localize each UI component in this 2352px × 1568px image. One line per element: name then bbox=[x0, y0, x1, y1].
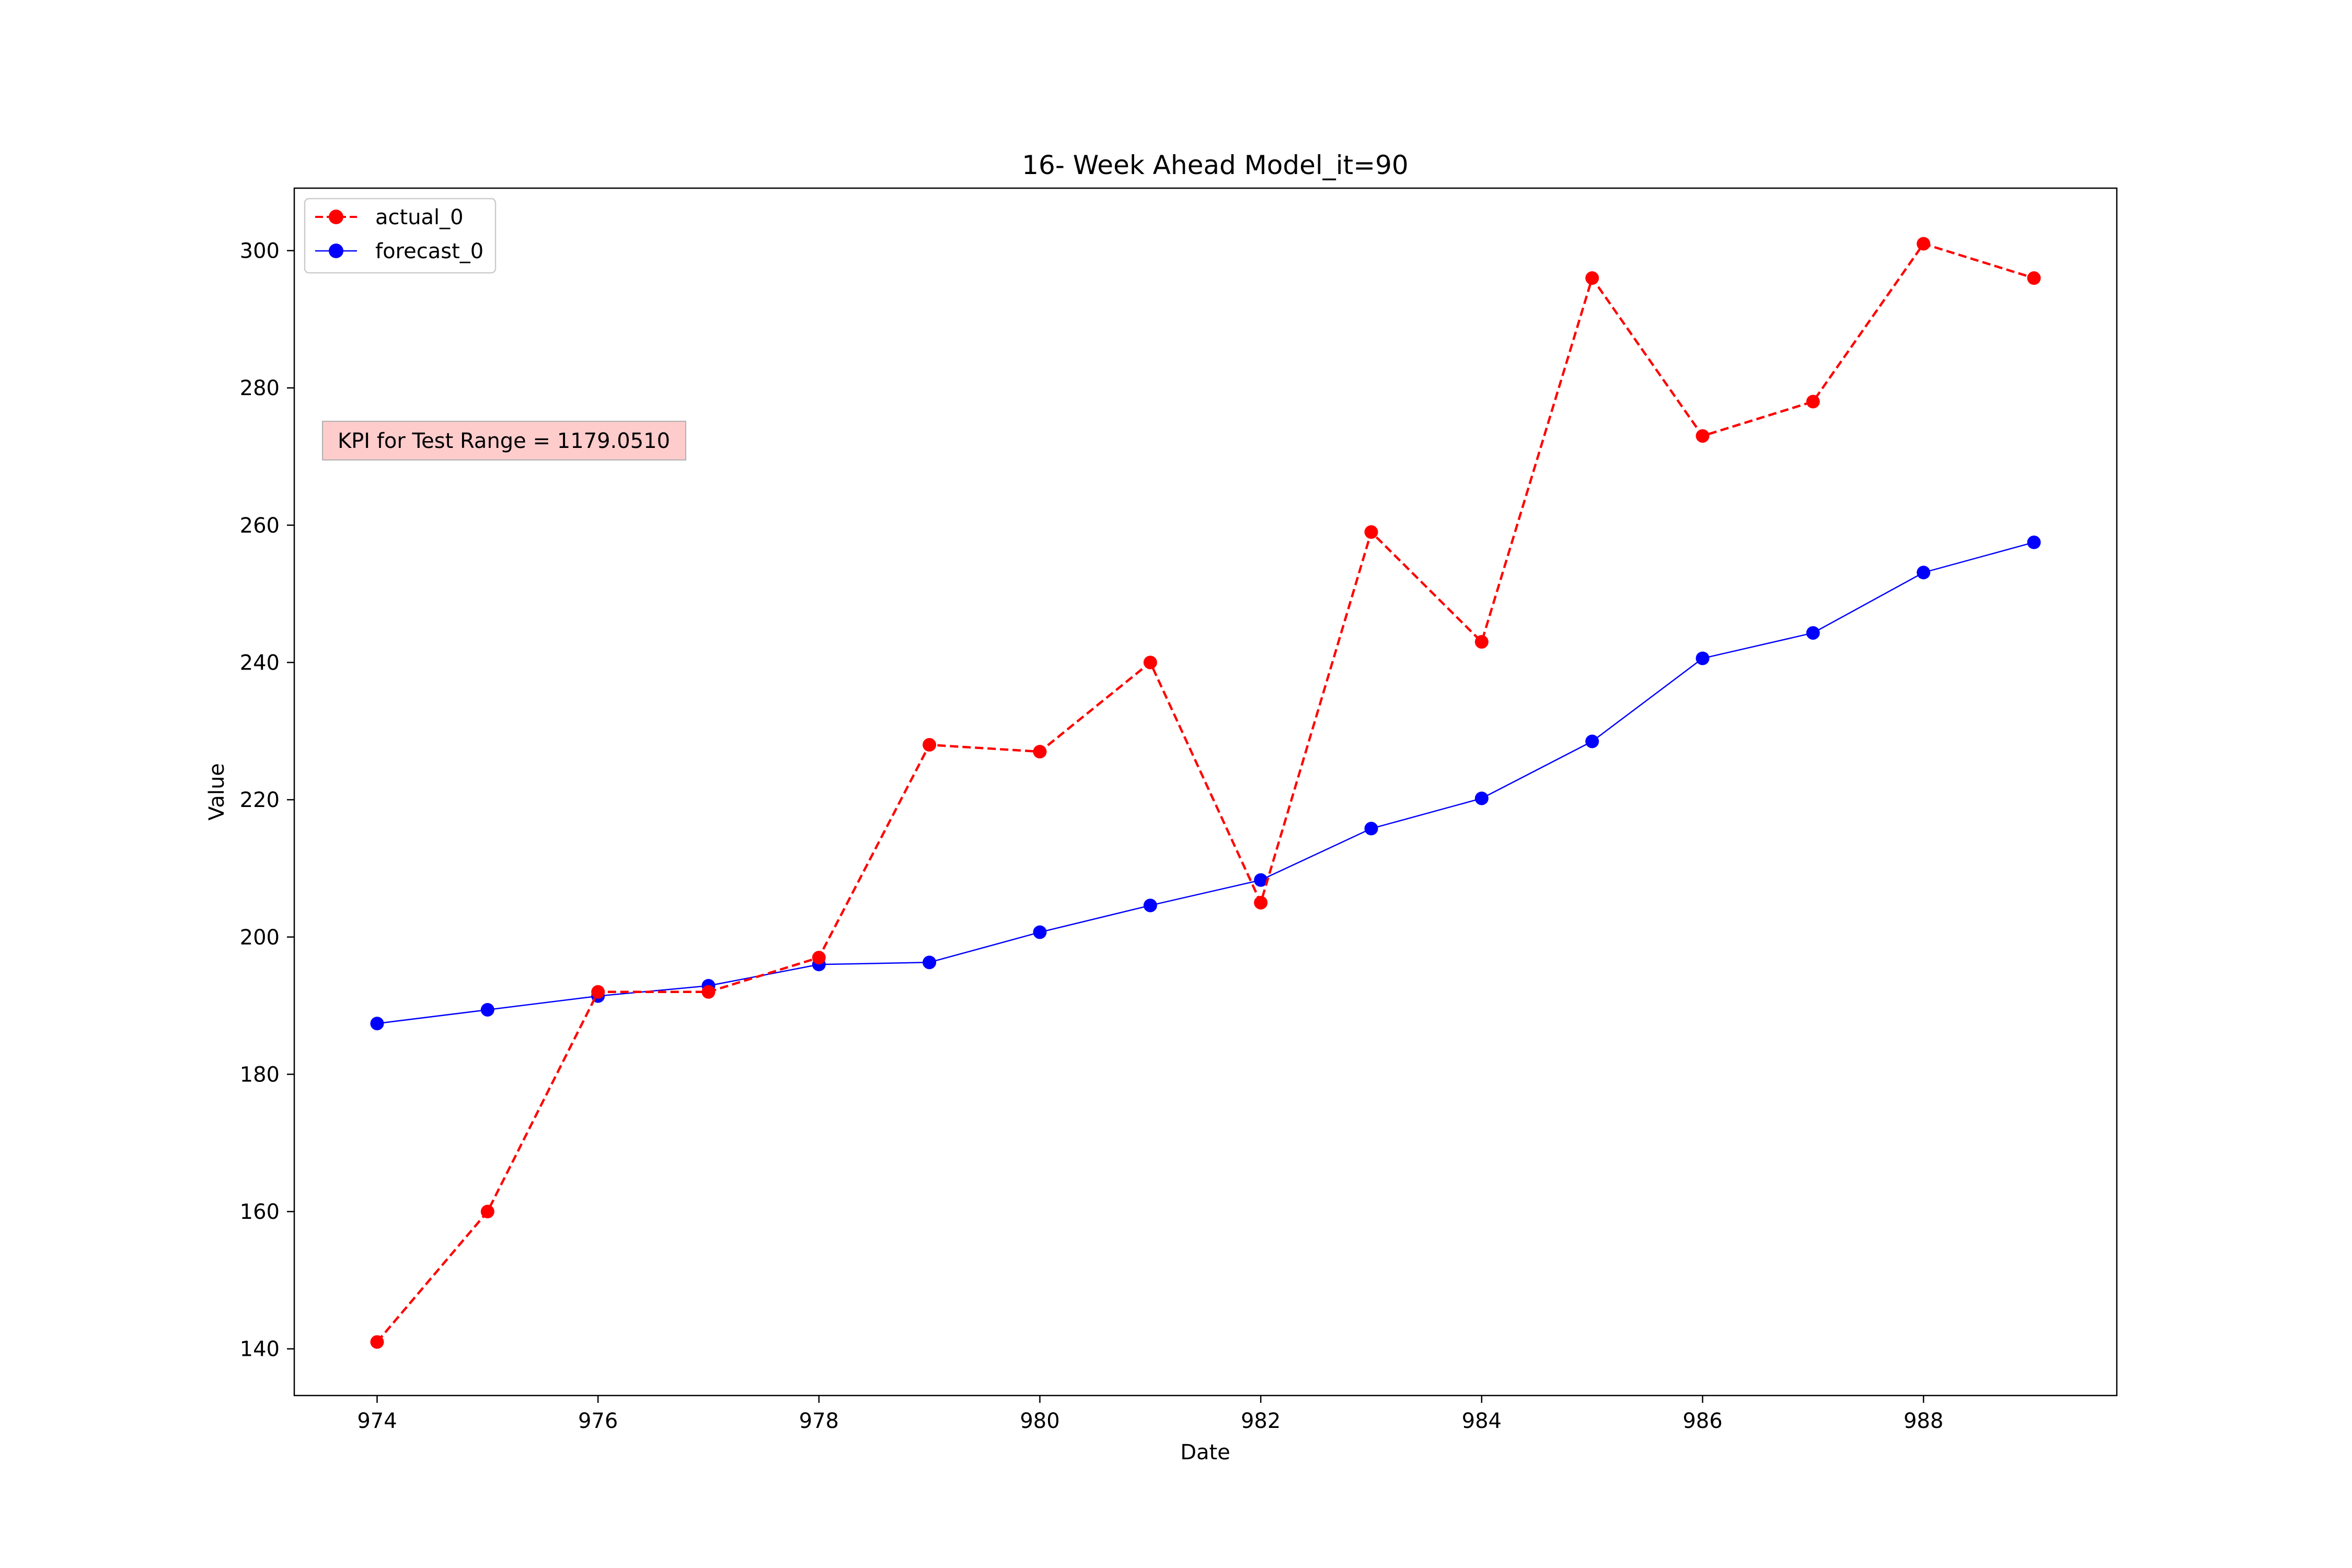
data-point-actual bbox=[701, 985, 716, 999]
kpi-annotation-box bbox=[322, 421, 686, 460]
y-tick-label: 140 bbox=[240, 1338, 280, 1362]
x-tick-label: 982 bbox=[1241, 1409, 1281, 1433]
data-point-actual bbox=[1917, 237, 1931, 251]
data-point-forecast bbox=[1696, 651, 1710, 665]
data-point-forecast bbox=[1474, 791, 1489, 805]
y-tick-label: 280 bbox=[240, 376, 280, 400]
data-point-actual bbox=[1364, 525, 1378, 539]
x-axis: 974 976 978 980 982 984 986 988 bbox=[357, 1396, 1943, 1433]
x-tick-label: 980 bbox=[1020, 1409, 1059, 1433]
data-point-forecast bbox=[370, 1017, 384, 1031]
x-tick-label: 978 bbox=[799, 1409, 839, 1433]
legend-marker-actual bbox=[329, 210, 343, 224]
data-point-forecast bbox=[1585, 734, 1599, 748]
data-point-forecast bbox=[1364, 822, 1378, 836]
data-point-actual bbox=[812, 951, 826, 965]
data-point-actual bbox=[1806, 395, 1820, 409]
y-tick-label: 240 bbox=[240, 651, 280, 675]
chart-title: 16- Week Ahead Model_it=90 bbox=[1022, 150, 1409, 180]
plot-frame bbox=[293, 187, 2118, 1397]
y-tick-label: 180 bbox=[240, 1063, 280, 1087]
data-point-actual bbox=[2027, 271, 2041, 285]
y-axis: 140 160 180 200 220 240 260 280 300 bbox=[240, 239, 294, 1362]
data-point-actual bbox=[1585, 271, 1599, 285]
data-point-actual bbox=[1696, 429, 1710, 443]
x-tick-label: 988 bbox=[1904, 1409, 1943, 1433]
series-line-actual bbox=[376, 242, 2035, 1343]
plot-background bbox=[294, 188, 2117, 1396]
legend-marker-forecast bbox=[329, 244, 343, 258]
data-point-forecast bbox=[923, 955, 937, 970]
data-point-actual bbox=[1033, 745, 1047, 759]
series-layer bbox=[370, 237, 2041, 1349]
data-point-actual bbox=[370, 1335, 384, 1349]
data-point-actual bbox=[1474, 635, 1489, 649]
data-point-forecast bbox=[1917, 566, 1931, 580]
data-point-actual bbox=[1254, 896, 1268, 910]
y-tick-label: 300 bbox=[240, 239, 280, 263]
y-tick-label: 220 bbox=[240, 788, 280, 812]
x-tick-label: 984 bbox=[1462, 1409, 1502, 1433]
data-point-actual bbox=[1143, 655, 1157, 670]
data-point-forecast bbox=[1033, 925, 1047, 939]
y-tick-label: 200 bbox=[240, 926, 280, 950]
y-tick-label: 260 bbox=[240, 514, 280, 538]
data-point-actual bbox=[923, 738, 937, 752]
data-point-forecast bbox=[480, 1002, 494, 1017]
x-tick-label: 986 bbox=[1682, 1409, 1722, 1433]
legend: actual_0 forecast_0 bbox=[304, 198, 497, 274]
legend-label-forecast: forecast_0 bbox=[375, 239, 483, 263]
y-tick-label: 160 bbox=[240, 1200, 280, 1224]
plot-area bbox=[293, 187, 2118, 1397]
x-tick-label: 974 bbox=[357, 1409, 397, 1433]
kpi-annotation-text: KPI for Test Range = 1179.0510 bbox=[338, 429, 670, 453]
x-axis-label: Date bbox=[1180, 1440, 1230, 1465]
data-point-forecast bbox=[1254, 873, 1268, 887]
x-tick-label: 976 bbox=[578, 1409, 618, 1433]
kpi-annotation: KPI for Test Range = 1179.0510 bbox=[322, 421, 686, 460]
data-point-forecast bbox=[2027, 535, 2041, 549]
legend-label-actual: actual_0 bbox=[375, 205, 464, 229]
data-point-forecast bbox=[1806, 626, 1820, 640]
data-point-actual bbox=[591, 985, 605, 999]
y-axis-label: Value bbox=[205, 763, 229, 821]
data-point-forecast bbox=[1143, 898, 1157, 913]
data-point-actual bbox=[480, 1205, 494, 1219]
